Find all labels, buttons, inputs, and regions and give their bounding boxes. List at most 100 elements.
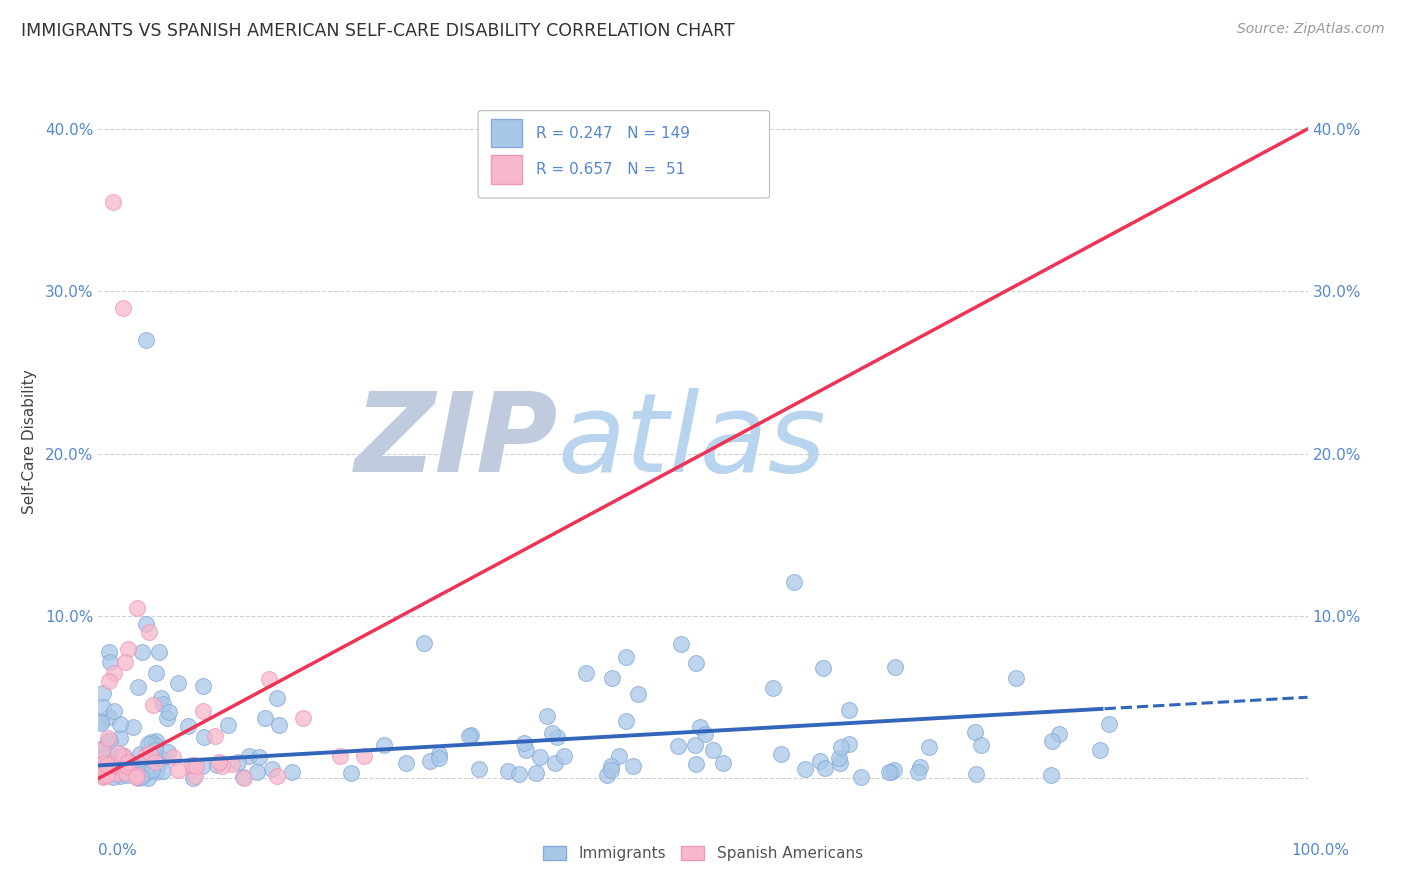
Point bbox=[150, 751, 173, 765]
Point bbox=[907, 764, 929, 779]
Point bbox=[93, 751, 115, 765]
Point bbox=[671, 637, 693, 651]
Point bbox=[127, 771, 149, 785]
Point bbox=[166, 676, 188, 690]
Point bbox=[91, 763, 114, 777]
Point bbox=[91, 761, 114, 775]
Point bbox=[93, 765, 115, 780]
Point bbox=[427, 751, 450, 765]
Point bbox=[104, 766, 127, 780]
Point bbox=[114, 655, 136, 669]
Point bbox=[96, 746, 118, 760]
Point bbox=[541, 726, 564, 740]
Point bbox=[96, 768, 118, 782]
Point bbox=[96, 758, 118, 772]
Point bbox=[91, 770, 114, 784]
Point bbox=[794, 762, 817, 776]
Text: R = 0.247   N = 149: R = 0.247 N = 149 bbox=[536, 126, 690, 141]
Point bbox=[395, 756, 418, 771]
Point bbox=[838, 703, 860, 717]
Point bbox=[191, 759, 214, 773]
Point bbox=[162, 749, 184, 764]
Point bbox=[1004, 672, 1026, 686]
Point bbox=[122, 767, 145, 781]
Point bbox=[115, 766, 138, 780]
Point bbox=[879, 765, 901, 780]
Point bbox=[150, 691, 173, 706]
Point bbox=[468, 762, 491, 776]
Point bbox=[419, 754, 441, 768]
Text: 100.0%: 100.0% bbox=[1292, 843, 1350, 858]
Point bbox=[413, 636, 436, 650]
Point bbox=[148, 645, 170, 659]
Point bbox=[204, 730, 226, 744]
Point bbox=[145, 665, 167, 680]
Point bbox=[508, 766, 530, 780]
Point bbox=[145, 764, 167, 779]
Point bbox=[614, 649, 637, 664]
Point bbox=[141, 764, 163, 778]
Point bbox=[918, 739, 941, 754]
Point bbox=[458, 729, 481, 743]
Point bbox=[93, 740, 115, 755]
Point bbox=[183, 758, 205, 772]
Point bbox=[110, 764, 132, 778]
Point bbox=[103, 771, 125, 785]
Point bbox=[575, 665, 598, 680]
Point bbox=[101, 195, 124, 210]
Point bbox=[553, 749, 575, 764]
Point bbox=[205, 757, 228, 772]
Point bbox=[515, 743, 537, 757]
Point bbox=[148, 756, 170, 771]
Text: 0.0%: 0.0% bbox=[98, 843, 138, 858]
Point bbox=[524, 766, 547, 780]
Point bbox=[460, 728, 482, 742]
Point bbox=[125, 768, 148, 782]
Point bbox=[529, 749, 551, 764]
Text: Source: ZipAtlas.com: Source: ZipAtlas.com bbox=[1237, 22, 1385, 37]
Point bbox=[134, 748, 156, 763]
Point bbox=[143, 743, 166, 757]
Point bbox=[208, 756, 231, 770]
Point bbox=[546, 730, 568, 744]
Point bbox=[129, 770, 152, 784]
Point bbox=[513, 736, 536, 750]
Point bbox=[266, 769, 288, 783]
Point bbox=[145, 734, 167, 748]
Point bbox=[884, 660, 907, 674]
Legend: Immigrants, Spanish Americans: Immigrants, Spanish Americans bbox=[537, 840, 869, 867]
Point bbox=[762, 681, 785, 695]
Point bbox=[828, 751, 851, 765]
FancyBboxPatch shape bbox=[478, 111, 769, 198]
Point bbox=[122, 720, 145, 734]
Point bbox=[851, 770, 873, 784]
Point bbox=[134, 759, 156, 773]
Point bbox=[340, 766, 363, 780]
Point bbox=[98, 734, 121, 748]
Point bbox=[769, 747, 792, 761]
Point bbox=[226, 755, 249, 769]
Point bbox=[111, 301, 134, 315]
Point bbox=[838, 737, 860, 751]
Text: ZIP: ZIP bbox=[354, 388, 558, 495]
Point bbox=[496, 764, 519, 779]
Point bbox=[782, 574, 804, 589]
Point bbox=[181, 762, 204, 776]
Point bbox=[253, 711, 276, 725]
Point bbox=[683, 738, 706, 752]
Point bbox=[101, 767, 124, 781]
Point bbox=[156, 711, 179, 725]
Point bbox=[963, 725, 986, 739]
Point bbox=[108, 748, 131, 763]
Point bbox=[599, 764, 621, 778]
Point bbox=[125, 601, 148, 615]
Point bbox=[108, 717, 131, 731]
Point bbox=[291, 711, 314, 725]
Point bbox=[101, 757, 124, 772]
Point bbox=[98, 655, 121, 669]
Point bbox=[238, 748, 260, 763]
Point bbox=[107, 746, 129, 760]
Point bbox=[131, 645, 153, 659]
Y-axis label: Self-Care Disability: Self-Care Disability bbox=[21, 369, 37, 514]
Point bbox=[97, 734, 120, 748]
